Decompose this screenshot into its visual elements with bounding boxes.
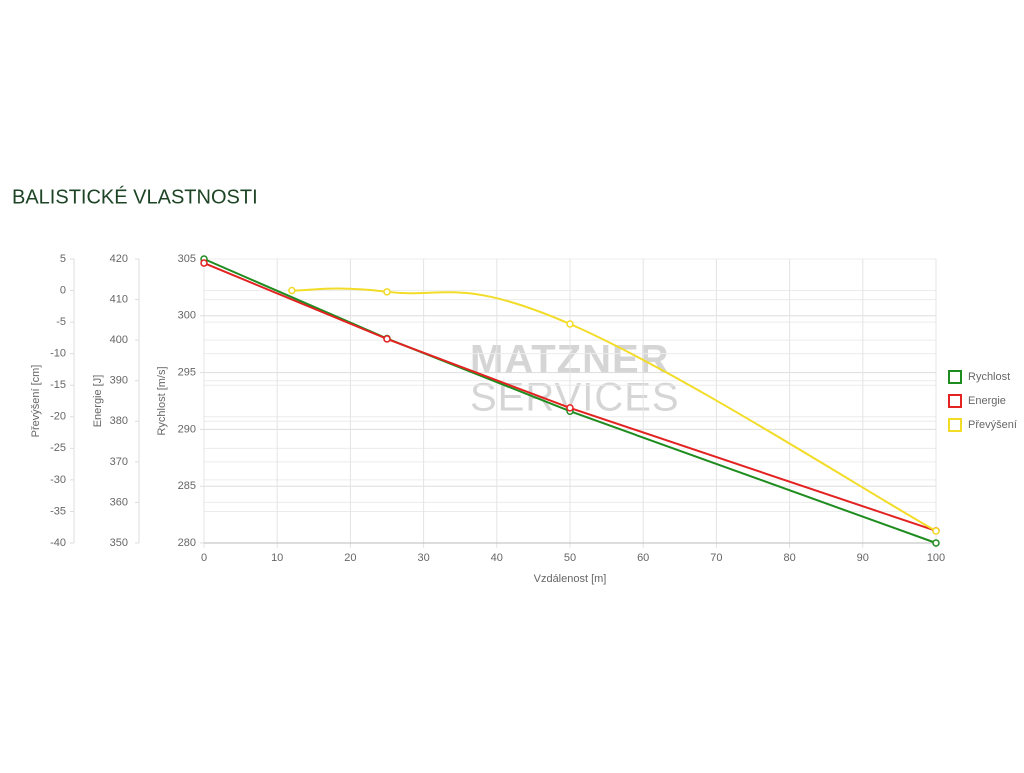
y2-tick-label: 370 [110,456,128,468]
x-tick-label: 10 [271,552,283,564]
y2-tick-label: 380 [110,415,128,427]
x-tick-label: 100 [927,552,945,564]
data-point [200,259,208,267]
legend-swatch [948,418,962,432]
y2-tick-label: 410 [110,293,128,305]
y3-tick-label: -35 [50,505,66,517]
y-tick-label: 305 [178,253,196,265]
data-point [566,320,574,328]
legend-label: Energie [968,395,1006,407]
data-point [932,539,940,547]
data-point [383,335,391,343]
y3-tick-label: -40 [50,537,66,549]
x-tick-label: 90 [857,552,869,564]
x-tick-label: 50 [564,552,576,564]
series-line [203,258,937,544]
y2-axis-label: Energie [J] [92,375,104,428]
y-tick-label: 285 [178,480,196,492]
x-tick-label: 40 [491,552,503,564]
data-point [566,404,574,412]
x-tick-label: 60 [637,552,649,564]
y-tick-label: 290 [178,423,196,435]
x-tick-label: 20 [344,552,356,564]
legend-label: Převýšení [968,419,1017,431]
watermark: MATZNER [470,338,670,382]
y3-tick-label: -25 [50,442,66,454]
x-tick-label: 0 [201,552,207,564]
y2-tick-label: 350 [110,537,128,549]
x-tick-label: 30 [417,552,429,564]
y3-tick-label: -20 [50,411,66,423]
y3-tick-label: -30 [50,474,66,486]
y-tick-label: 295 [178,367,196,379]
y2-tick-label: 360 [110,496,128,508]
y2-tick-label: 390 [110,375,128,387]
y2-tick-label: 420 [110,253,128,265]
y-tick-label: 300 [178,310,196,322]
x-axis-label: Vzdálenost [m] [534,573,607,585]
y3-tick-label: -5 [56,316,66,328]
legend-label: Rychlost [968,371,1010,383]
data-point [932,527,940,535]
legend-swatch [948,370,962,384]
y-tick-label: 280 [178,537,196,549]
x-tick-label: 70 [710,552,722,564]
y-axis-label: Rychlost [m/s] [156,366,168,435]
legend-swatch [948,394,962,408]
y3-axis-label: Převýšení [cm] [30,365,42,438]
x-tick-label: 80 [783,552,795,564]
data-point [383,288,391,296]
chart-title: BALISTICKÉ VLASTNOSTI [12,185,258,208]
series-line [291,287,937,532]
y3-tick-label: 0 [60,284,66,296]
y2-tick-label: 400 [110,334,128,346]
series-line [203,262,937,532]
data-point [288,286,296,295]
y3-tick-label: -15 [50,379,66,391]
y3-tick-label: -10 [50,348,66,360]
y3-tick-label: 5 [60,253,66,265]
